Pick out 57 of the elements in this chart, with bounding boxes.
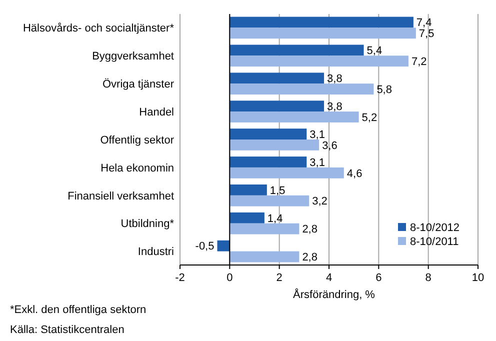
bar bbox=[230, 44, 364, 56]
bar bbox=[230, 184, 267, 196]
data-label: 5,8 bbox=[376, 84, 392, 96]
data-label: 3,1 bbox=[310, 156, 325, 169]
data-label: 7,2 bbox=[411, 56, 427, 68]
bar bbox=[230, 112, 359, 122]
x-tick-label: 0 bbox=[226, 272, 233, 284]
data-label: 1,5 bbox=[270, 184, 286, 197]
bar bbox=[230, 223, 300, 234]
data-label: 2,8 bbox=[302, 252, 318, 264]
bar bbox=[230, 56, 408, 67]
x-axis-title: Årsförändring, % bbox=[293, 288, 376, 301]
y-tick-label: Byggverksamhet bbox=[92, 50, 174, 62]
data-label: 7,5 bbox=[418, 28, 434, 40]
data-label: 1,4 bbox=[267, 212, 283, 225]
bar bbox=[230, 28, 416, 39]
data-label: 3,1 bbox=[310, 128, 325, 141]
y-tick-label: Finansiell verksamhet bbox=[68, 190, 174, 202]
y-tick-label: Hela ekonomin bbox=[100, 162, 174, 174]
bar bbox=[230, 156, 307, 168]
bar bbox=[230, 128, 307, 140]
bar bbox=[230, 84, 374, 94]
x-tick-label: 6 bbox=[376, 272, 382, 284]
y-tick-label: Hälsovårds- och socialtjänster* bbox=[22, 22, 175, 35]
bar bbox=[230, 167, 344, 178]
bar bbox=[217, 240, 230, 252]
data-label: 3,8 bbox=[327, 100, 342, 113]
data-label: 5,4 bbox=[366, 45, 382, 58]
bar bbox=[230, 212, 264, 224]
x-tick-label: 4 bbox=[326, 272, 332, 284]
x-tick-label: 8 bbox=[425, 272, 432, 284]
text: *Exkl. den offentliga sektorn bbox=[10, 304, 146, 316]
data-label: 3,2 bbox=[312, 196, 328, 208]
y-tick-label: Offentlig sektor bbox=[100, 134, 174, 146]
bar bbox=[230, 140, 320, 150]
text: Källa: Statistikcentralen bbox=[10, 324, 124, 336]
y-tick-label: Industri bbox=[138, 246, 174, 258]
bar bbox=[230, 16, 414, 28]
bar bbox=[230, 72, 324, 84]
data-label: -0,5 bbox=[195, 240, 214, 253]
legend-label: 8-10/2012 bbox=[410, 222, 460, 234]
data-label: 3,6 bbox=[322, 140, 338, 152]
y-tick-label: Handel bbox=[139, 106, 174, 118]
bar bbox=[230, 251, 300, 262]
bar bbox=[230, 195, 310, 206]
data-label: 4,6 bbox=[346, 168, 362, 180]
x-tick-label: 2 bbox=[276, 272, 282, 284]
x-tick-label: 10 bbox=[472, 272, 484, 284]
data-label: 5,2 bbox=[362, 112, 378, 124]
data-label: 7,4 bbox=[416, 17, 432, 30]
data-label: 2,8 bbox=[302, 224, 318, 236]
y-tick-label: Övriga tjänster bbox=[102, 77, 174, 90]
legend-label: 8-10/2011 bbox=[410, 236, 459, 248]
bar bbox=[230, 100, 324, 112]
y-tick-label: Utbildning* bbox=[120, 218, 175, 230]
data-label: 3,8 bbox=[327, 73, 342, 85]
x-tick-label: -2 bbox=[175, 272, 185, 284]
